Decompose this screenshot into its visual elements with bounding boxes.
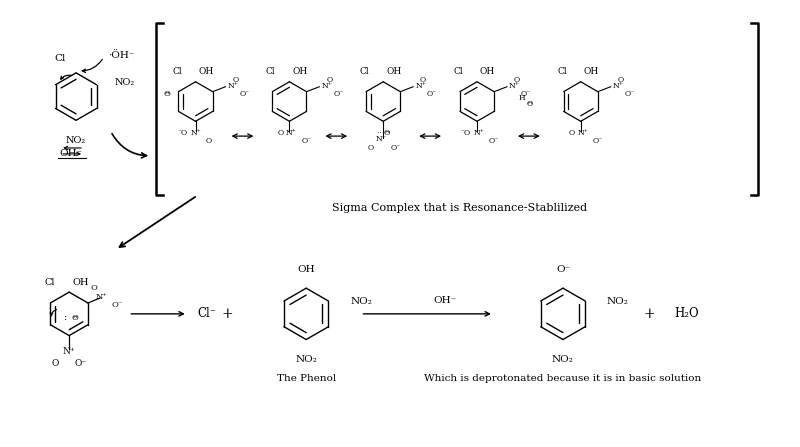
Text: O⁻: O⁻ [489, 137, 499, 145]
Text: Θ: Θ [526, 100, 533, 108]
Text: O⁻: O⁻ [556, 266, 570, 274]
Text: O: O [206, 137, 211, 145]
Text: OH: OH [72, 278, 89, 287]
Text: O⁻: O⁻ [302, 137, 311, 145]
Text: O: O [232, 76, 238, 84]
Text: O⁻: O⁻ [625, 90, 634, 97]
Text: NO₂: NO₂ [607, 296, 629, 305]
Text: OH: OH [584, 67, 599, 76]
Text: Which is deprotonated because it is in basic solution: Which is deprotonated because it is in b… [424, 374, 702, 383]
Text: N⁺: N⁺ [578, 129, 588, 137]
Text: OH: OH [480, 67, 495, 76]
Text: H: H [518, 93, 525, 101]
Text: Cl: Cl [45, 278, 55, 287]
Text: Sigma Complex that is Resonance-Stablilized: Sigma Complex that is Resonance-Stablili… [332, 203, 587, 213]
Text: ⁻O: ⁻O [178, 129, 188, 137]
Text: O: O [367, 144, 374, 152]
Text: OH: OH [292, 67, 308, 76]
Text: O⁻: O⁻ [427, 90, 437, 97]
Text: NO₂: NO₂ [66, 136, 86, 145]
Text: O⁻: O⁻ [333, 90, 343, 97]
Text: N⁺: N⁺ [227, 82, 238, 90]
Text: OH⁻: OH⁻ [59, 149, 82, 158]
Text: N⁺: N⁺ [474, 129, 485, 137]
Text: OH: OH [198, 67, 214, 76]
Text: ·· Θ: ·· Θ [377, 129, 390, 137]
Text: O⁻: O⁻ [75, 359, 87, 368]
Text: O: O [618, 76, 624, 84]
Text: +: + [222, 307, 233, 321]
Text: N⁺: N⁺ [63, 347, 75, 356]
Text: H₂O: H₂O [674, 308, 699, 320]
Text: Cl⁻: Cl⁻ [198, 308, 217, 320]
Text: Cl: Cl [266, 67, 275, 76]
Text: N⁺: N⁺ [509, 82, 520, 90]
Text: O: O [90, 284, 98, 292]
Text: NO₂: NO₂ [295, 355, 317, 364]
Text: N⁺: N⁺ [190, 129, 201, 137]
Text: O: O [326, 76, 332, 84]
Text: The Phenol: The Phenol [277, 374, 336, 383]
Text: NO₂: NO₂ [114, 78, 134, 87]
Text: Cl: Cl [172, 67, 182, 76]
Text: O⁻: O⁻ [112, 301, 123, 309]
Text: O⁻: O⁻ [391, 144, 402, 152]
Text: +: + [643, 307, 654, 321]
Text: OH: OH [298, 266, 315, 274]
Text: Cl: Cl [360, 67, 370, 76]
Text: OH⁻: OH⁻ [433, 295, 456, 304]
Text: N⁺: N⁺ [322, 82, 332, 90]
Text: N⁺: N⁺ [415, 82, 426, 90]
Text: Θ: Θ [72, 314, 78, 322]
Text: O⁻: O⁻ [593, 137, 602, 145]
Text: N⁺: N⁺ [96, 293, 108, 301]
Text: O: O [569, 129, 575, 137]
Text: ·ÖH⁻: ·ÖH⁻ [108, 51, 134, 59]
Text: O⁻: O⁻ [521, 90, 531, 97]
Text: O: O [278, 129, 283, 137]
Text: NO₂: NO₂ [350, 296, 372, 305]
Text: Θ: Θ [164, 90, 170, 97]
Text: O: O [52, 359, 59, 368]
Text: Cl: Cl [558, 67, 567, 76]
Text: ⁻O: ⁻O [461, 129, 471, 137]
Text: NO₂: NO₂ [552, 355, 574, 364]
Text: :: : [63, 313, 67, 322]
Text: O⁻: O⁻ [239, 90, 250, 97]
Text: N⁺: N⁺ [286, 129, 297, 137]
Text: O: O [420, 76, 426, 84]
Text: N⁺: N⁺ [613, 82, 623, 90]
Text: Cl: Cl [55, 54, 66, 63]
Text: OH: OH [386, 67, 402, 76]
Text: O: O [514, 76, 520, 84]
Text: N⁺: N⁺ [376, 135, 386, 143]
Text: Cl: Cl [454, 67, 463, 76]
